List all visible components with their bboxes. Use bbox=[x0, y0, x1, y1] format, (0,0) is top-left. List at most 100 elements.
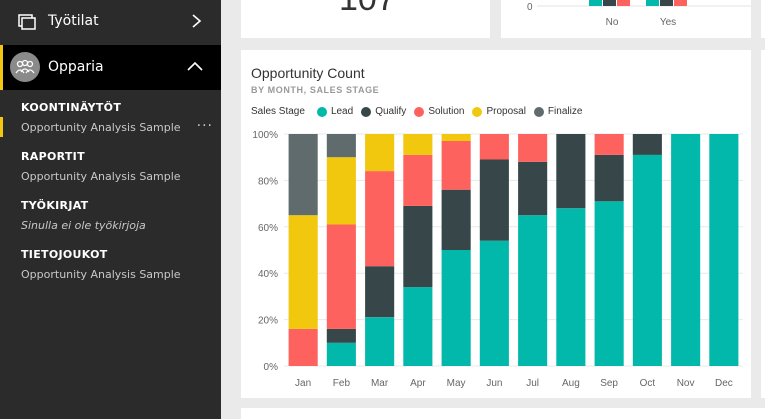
bar-feb-solution[interactable] bbox=[326, 224, 356, 329]
offscreen-tile-main bbox=[761, 50, 765, 398]
x-tick-label: Sep bbox=[600, 378, 618, 389]
bar-feb-proposal[interactable] bbox=[326, 157, 356, 225]
workspaces-label: Työtilat bbox=[48, 13, 99, 29]
bar-aug-qualify[interactable] bbox=[556, 134, 586, 209]
y-tick-label: 0% bbox=[264, 362, 279, 373]
bar-yes-solution bbox=[674, 0, 687, 6]
bar-may-proposal[interactable] bbox=[441, 134, 471, 141]
bar-mar-proposal[interactable] bbox=[365, 134, 395, 172]
group-avatar-icon bbox=[10, 52, 40, 82]
bar-oct-qualify[interactable] bbox=[632, 134, 662, 155]
legend-entry-qualify[interactable]: Qualify bbox=[361, 106, 406, 117]
x-tick-label: Jan bbox=[295, 378, 311, 389]
bar-feb-qualify[interactable] bbox=[326, 328, 356, 343]
bar-jan-proposal[interactable] bbox=[288, 215, 318, 329]
legend-entry-lead[interactable]: Lead bbox=[316, 106, 354, 117]
bar-apr-qualify[interactable] bbox=[403, 205, 433, 288]
bar-nov-lead[interactable] bbox=[671, 134, 701, 366]
y-tick-label: 20% bbox=[258, 316, 278, 327]
bar-apr-lead[interactable] bbox=[403, 287, 433, 366]
bar-feb-lead[interactable] bbox=[326, 342, 356, 366]
workbooks-title: TYÖKIRJAT bbox=[21, 199, 89, 212]
active-workspace-nav[interactable]: Opparia bbox=[0, 45, 221, 90]
legend-dot-solution bbox=[414, 106, 425, 117]
workbooks-empty-text: Sinulla ei ole työkirjoja bbox=[21, 219, 146, 232]
bar-sep-solution[interactable] bbox=[594, 134, 624, 155]
dashboards-section: KOONTINÄYTÖT Opportunity Analysis Sample… bbox=[0, 98, 221, 140]
bar-jan-solution[interactable] bbox=[288, 328, 318, 366]
bar-yes-qualify bbox=[660, 0, 673, 6]
bar-yes-lead bbox=[646, 0, 659, 6]
x-tick-label: Feb bbox=[333, 378, 351, 389]
legend-dot-lead bbox=[316, 106, 327, 117]
y-tick-label: 100% bbox=[252, 130, 278, 141]
bar-mar-lead[interactable] bbox=[365, 317, 395, 366]
x-tick-label: Jun bbox=[486, 378, 502, 389]
legend-dot-proposal bbox=[472, 106, 483, 117]
bar-mar-solution[interactable] bbox=[365, 171, 395, 267]
bar-may-solution[interactable] bbox=[441, 141, 471, 190]
bar-mar-qualify[interactable] bbox=[365, 266, 395, 318]
bar-aug-lead[interactable] bbox=[556, 208, 586, 366]
dashboard-item[interactable]: Opportunity Analysis Sample bbox=[21, 121, 181, 134]
bar-apr-proposal[interactable] bbox=[403, 134, 433, 155]
bar-feb-finalize[interactable] bbox=[326, 134, 356, 158]
report-item[interactable]: Opportunity Analysis Sample bbox=[21, 170, 181, 183]
category-label-yes: Yes bbox=[660, 17, 676, 28]
bar-jun-lead[interactable] bbox=[479, 240, 509, 366]
bar-may-lead[interactable] bbox=[441, 250, 471, 366]
legend-label-proposal: Proposal bbox=[486, 106, 526, 117]
workspaces-nav[interactable]: Työtilat bbox=[0, 0, 221, 42]
yes-no-chart-tile[interactable]: 0 No Yes bbox=[501, 0, 751, 38]
bar-jan-finalize[interactable] bbox=[288, 134, 318, 216]
opportunity-count-chart: 0% 20% 40% 60% 80% 100% Jan Feb Mar Apr May Jun Jul A… bbox=[252, 130, 743, 389]
kpi-tile[interactable]: 107 bbox=[241, 0, 490, 38]
workbooks-section: TYÖKIRJAT Sinulla ei ole työkirjoja bbox=[0, 196, 221, 238]
chart-subtitle: BY MONTH, SALES STAGE bbox=[251, 85, 380, 95]
category-label-no: No bbox=[606, 17, 619, 28]
legend-entry-solution[interactable]: Solution bbox=[414, 106, 464, 117]
bar-no-qualify bbox=[603, 0, 616, 6]
bottom-tile bbox=[241, 408, 765, 419]
legend-title: Sales Stage bbox=[251, 106, 305, 117]
bar-sep-lead[interactable] bbox=[594, 201, 624, 366]
legend-label-finalize: Finalize bbox=[547, 106, 583, 117]
opportunity-count-tile[interactable]: Opportunity Count BY MONTH, SALES STAGE … bbox=[241, 50, 751, 398]
y-tick-label: 40% bbox=[258, 269, 278, 280]
bar-oct-lead[interactable] bbox=[632, 154, 662, 366]
legend-entry-proposal[interactable]: Proposal bbox=[472, 106, 526, 117]
reports-section: RAPORTIT Opportunity Analysis Sample bbox=[0, 147, 221, 189]
x-tick-label: Nov bbox=[677, 378, 695, 389]
legend-label-lead: Lead bbox=[330, 106, 354, 117]
legend-dot-finalize bbox=[533, 106, 544, 117]
bar-jul-lead[interactable] bbox=[518, 215, 548, 366]
bar-sep-qualify[interactable] bbox=[594, 154, 624, 202]
y-tick-label: 80% bbox=[258, 176, 278, 187]
chart-title: Opportunity Count bbox=[251, 65, 365, 81]
bar-jun-solution[interactable] bbox=[479, 134, 509, 160]
offscreen-tile-top bbox=[761, 0, 765, 38]
bar-may-qualify[interactable] bbox=[441, 189, 471, 250]
datasets-section: TIETOJOUKOT Opportunity Analysis Sample bbox=[0, 245, 221, 287]
bar-dec-lead[interactable] bbox=[709, 134, 739, 366]
x-tick-label: Apr bbox=[410, 378, 426, 389]
bar-jun-qualify[interactable] bbox=[479, 159, 509, 241]
bar-apr-solution[interactable] bbox=[403, 154, 433, 206]
legend-entry-finalize[interactable]: Finalize bbox=[533, 106, 583, 117]
bar-jul-qualify[interactable] bbox=[518, 161, 548, 216]
x-tick-label: Mar bbox=[371, 378, 389, 389]
legend-label-qualify: Qualify bbox=[375, 106, 407, 117]
x-tick-label: Dec bbox=[715, 378, 733, 389]
active-item-marker bbox=[0, 117, 3, 137]
x-tick-label: Aug bbox=[562, 378, 580, 389]
zero-tick-label: 0 bbox=[527, 2, 533, 13]
x-tick-label: May bbox=[447, 378, 466, 389]
bar-no-solution bbox=[617, 0, 630, 6]
bar-jul-solution[interactable] bbox=[518, 134, 548, 162]
sidebar: Työtilat Opparia KOONTINÄYTÖT Opportunit… bbox=[0, 0, 221, 419]
dataset-item[interactable]: Opportunity Analysis Sample bbox=[21, 268, 181, 281]
yes-no-chart: 0 No Yes bbox=[527, 0, 751, 28]
datasets-title: TIETOJOUKOT bbox=[21, 248, 108, 261]
workspaces-icon bbox=[18, 14, 36, 30]
more-options-icon[interactable]: ··· bbox=[196, 118, 213, 134]
